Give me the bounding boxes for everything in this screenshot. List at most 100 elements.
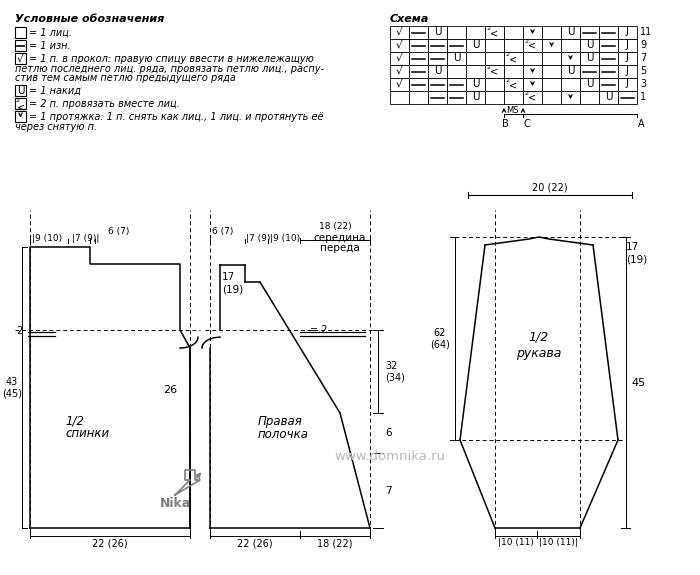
Bar (15, 27, 26, 38)
Text: 32
(34): 32 (34) (385, 361, 405, 382)
Bar (485, 65, 504, 78)
Text: <: < (491, 28, 498, 38)
Text: 6: 6 (385, 428, 391, 438)
Bar (447, 65, 466, 78)
Text: |7 (9): |7 (9) (246, 234, 270, 243)
Bar (428, 52, 447, 65)
Text: (19): (19) (222, 284, 244, 294)
Bar (409, 91, 428, 104)
Bar (561, 91, 580, 104)
Text: середина: середина (314, 233, 366, 243)
Bar (561, 65, 580, 78)
Text: √: √ (396, 66, 402, 75)
Text: U: U (472, 40, 480, 50)
Text: 2: 2 (524, 39, 528, 44)
Text: J: J (626, 26, 629, 36)
Bar (466, 65, 485, 78)
Bar (409, 26, 428, 39)
Bar (561, 39, 580, 52)
Text: U: U (586, 40, 594, 50)
Text: <: < (528, 93, 537, 103)
Bar (618, 52, 637, 65)
Text: 2: 2 (505, 52, 510, 57)
Bar (599, 91, 618, 104)
Bar (466, 78, 485, 91)
Text: = 1 лиц.: = 1 лиц. (29, 28, 72, 38)
Bar (542, 52, 561, 65)
Text: |10 (11): |10 (11) (498, 538, 534, 547)
Text: стив тем самым петлю предыдущего ряда: стив тем самым петлю предыдущего ряда (15, 73, 236, 83)
Bar (580, 52, 599, 65)
Text: U: U (434, 66, 441, 76)
Text: 2: 2 (16, 326, 22, 336)
Text: 43
(45): 43 (45) (2, 377, 22, 398)
Text: 5: 5 (640, 66, 646, 76)
Bar (580, 91, 599, 104)
Bar (428, 65, 447, 78)
Text: 3: 3 (640, 79, 646, 89)
Text: 7: 7 (385, 485, 391, 496)
Text: Схема: Схема (390, 14, 429, 24)
Bar (504, 26, 523, 39)
Bar (409, 52, 428, 65)
Text: <: < (510, 54, 517, 64)
Bar (618, 78, 637, 91)
Text: www.domnika.ru: www.domnika.ru (335, 450, 445, 463)
Bar (523, 91, 542, 104)
Text: = 1 изн.: = 1 изн. (29, 41, 71, 51)
Text: 1: 1 (640, 92, 646, 102)
Bar (504, 65, 523, 78)
Bar (599, 39, 618, 52)
Bar (428, 39, 447, 52)
Text: <: < (491, 67, 498, 77)
Bar (15, 53, 26, 64)
Bar (485, 52, 504, 65)
Text: 18 (22): 18 (22) (318, 222, 351, 231)
Text: |10 (11)|: |10 (11)| (539, 538, 578, 547)
Text: 18 (22): 18 (22) (317, 538, 353, 548)
Text: = 2 п. провязать вместе лиц.: = 2 п. провязать вместе лиц. (29, 99, 180, 109)
Bar (523, 26, 542, 39)
Bar (561, 26, 580, 39)
Bar (618, 65, 637, 78)
Text: √: √ (17, 53, 23, 63)
Text: C: C (524, 119, 531, 129)
Bar (523, 52, 542, 65)
Text: 7: 7 (640, 53, 646, 63)
Text: полочка: полочка (258, 428, 309, 441)
Bar (618, 26, 637, 39)
Text: U: U (605, 92, 612, 102)
Bar (485, 91, 504, 104)
Bar (618, 39, 637, 52)
Text: = 1 п. в прокол: правую спицу ввести в нижележащую: = 1 п. в прокол: правую спицу ввести в н… (29, 54, 314, 64)
Text: 2: 2 (486, 26, 491, 31)
Text: 22 (26): 22 (26) (92, 538, 128, 548)
Text: U: U (453, 53, 461, 63)
Bar (409, 65, 428, 78)
Text: 6 (7): 6 (7) (108, 227, 130, 236)
Text: 11: 11 (640, 27, 652, 37)
Bar (523, 39, 542, 52)
Text: переда: переда (320, 243, 360, 253)
Bar (618, 91, 637, 104)
Text: спинки: спинки (65, 427, 109, 440)
Bar (580, 65, 599, 78)
Text: √: √ (396, 40, 402, 49)
Bar (580, 39, 599, 52)
Bar (466, 26, 485, 39)
Bar (390, 52, 409, 65)
Bar (447, 52, 466, 65)
Bar (15, 111, 26, 122)
Bar (447, 78, 466, 91)
Text: = 1 протяжка: 1 п. снять как лиц., 1 лиц. и протянуть её: = 1 протяжка: 1 п. снять как лиц., 1 лиц… (29, 112, 323, 122)
Bar (428, 91, 447, 104)
Text: B: B (502, 119, 509, 129)
Text: 45: 45 (631, 378, 645, 388)
Bar (542, 78, 561, 91)
Bar (542, 26, 561, 39)
Text: J: J (626, 79, 629, 89)
Text: 9: 9 (640, 40, 646, 50)
Bar (542, 39, 561, 52)
Text: Nika: Nika (160, 497, 191, 510)
Text: <: < (510, 80, 517, 90)
